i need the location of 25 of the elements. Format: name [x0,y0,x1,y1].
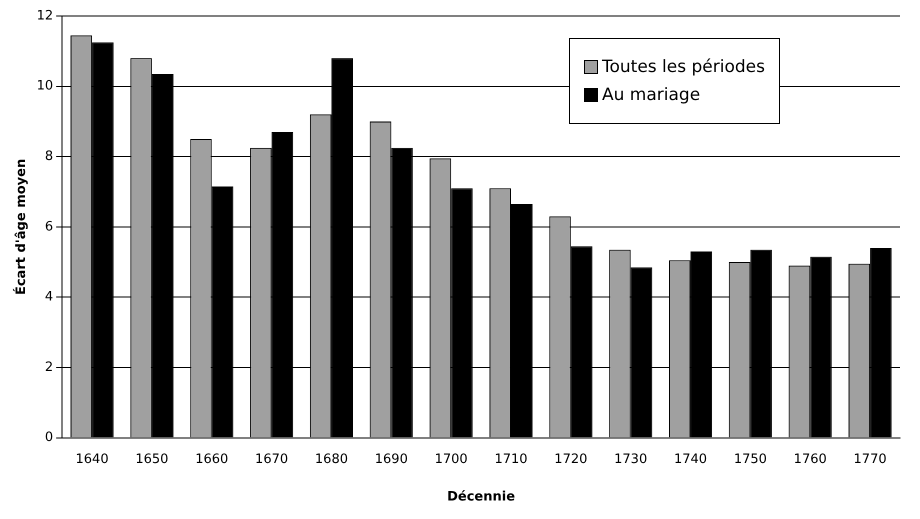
x-tick-label: 1700 [434,452,468,467]
x-tick-label: 1750 [734,452,767,467]
y-tick-label: 12 [36,8,54,24]
y-tick-label: 8 [44,148,54,164]
x-tick-label: 1740 [674,452,708,467]
x-tick-label: 1720 [554,452,588,467]
x-tick-label: 1670 [255,452,288,467]
x-axis-title: Décennie [447,490,516,505]
y-tick-label: 0 [44,430,54,446]
x-tick-label: 1690 [374,452,408,467]
x-tick-label: 1730 [614,452,648,467]
x-tick-label: 1680 [314,452,348,467]
x-tick-label: 1710 [494,452,528,467]
y-tick-label: 2 [44,360,54,375]
legend-label: Au mariage [602,85,700,105]
x-tick-label: 1650 [135,452,168,467]
y-tick-label: 6 [44,219,54,234]
x-tick-label: 1760 [794,452,827,467]
x-tick-label: 1770 [854,452,887,467]
x-tick-label: 1640 [76,452,109,467]
y-axis-title: Écart d'âge moyen [12,158,30,296]
y-tick-label: 4 [44,290,54,305]
y-tick-label: 10 [36,78,54,94]
x-tick-label: 1660 [195,452,228,467]
legend-label: Toutes les périodes [602,57,765,77]
